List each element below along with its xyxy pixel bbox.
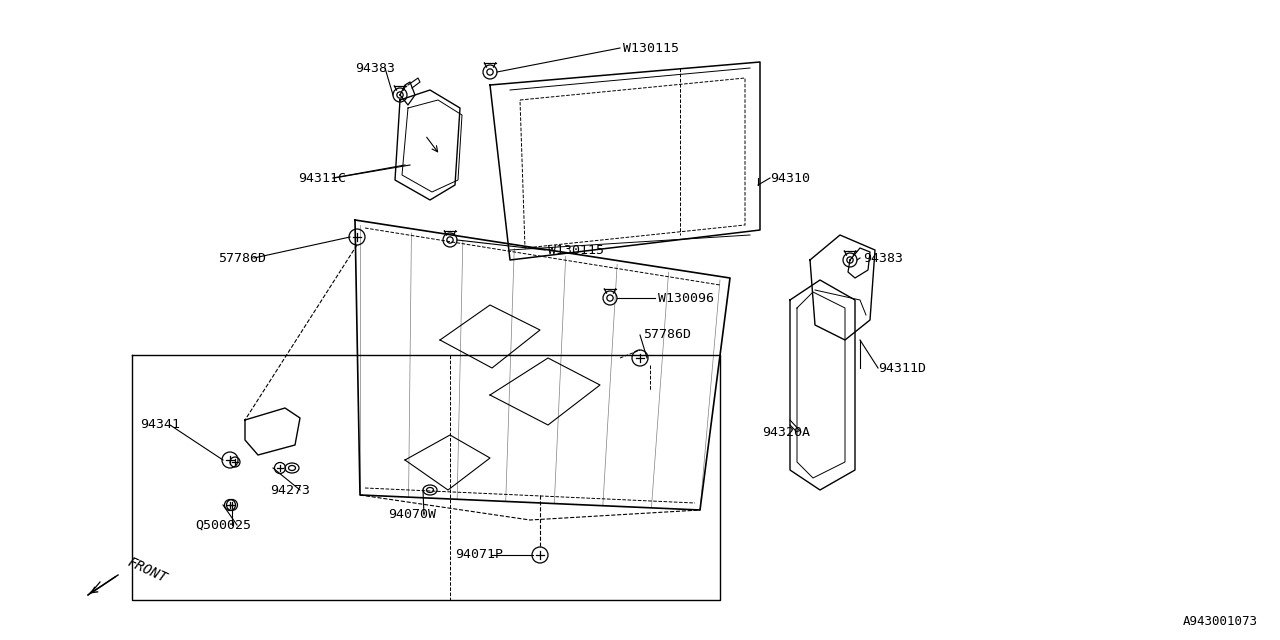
Text: 94341: 94341 — [140, 419, 180, 431]
Text: 94383: 94383 — [863, 252, 902, 264]
Text: A943001073: A943001073 — [1183, 615, 1258, 628]
Text: 94311D: 94311D — [878, 362, 925, 374]
Text: W130115: W130115 — [623, 42, 678, 54]
Text: 57786D: 57786D — [643, 328, 691, 342]
Text: 94071P: 94071P — [454, 548, 503, 561]
Text: Q500025: Q500025 — [195, 518, 251, 531]
Text: 94310: 94310 — [771, 172, 810, 184]
Text: W130115: W130115 — [548, 243, 604, 257]
Text: W130096: W130096 — [658, 291, 714, 305]
Text: 57786D: 57786D — [218, 252, 266, 264]
Text: 94273: 94273 — [270, 483, 310, 497]
Text: 94311C: 94311C — [298, 172, 346, 184]
Text: 94383: 94383 — [355, 61, 396, 74]
Text: 94070W: 94070W — [388, 509, 436, 522]
Text: 94320A: 94320A — [762, 426, 810, 438]
Text: FRONT: FRONT — [125, 555, 169, 585]
